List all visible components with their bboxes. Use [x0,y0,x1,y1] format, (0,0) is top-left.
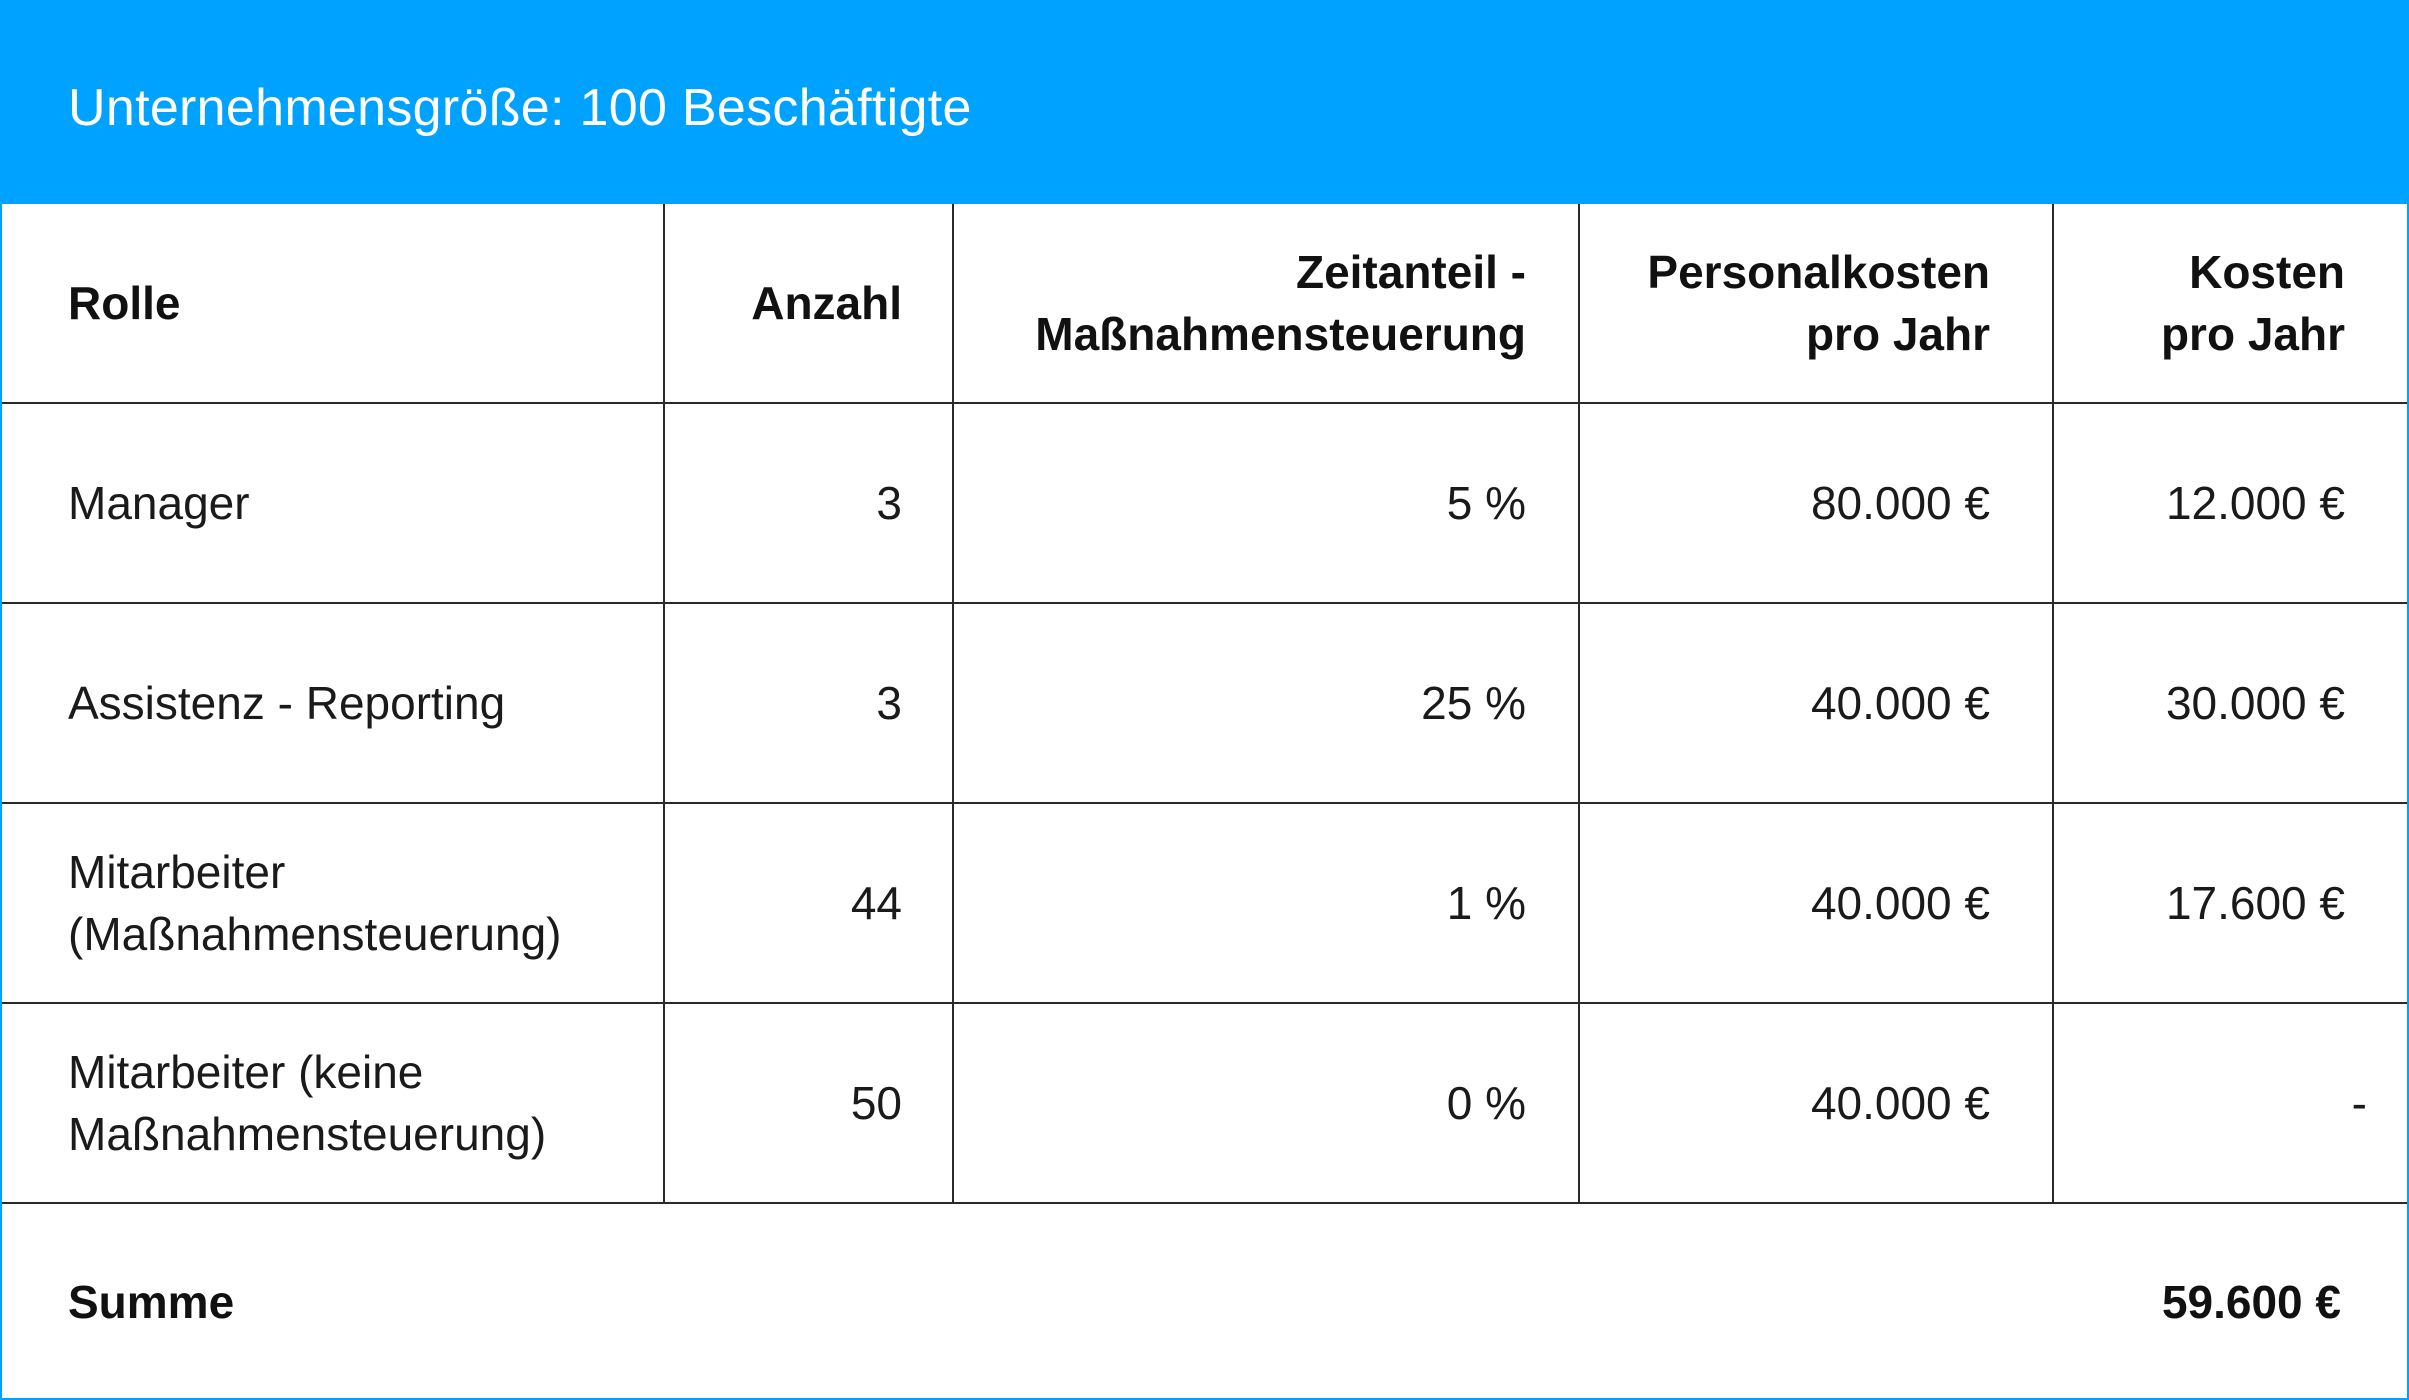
cell-rolle: Assistenz - Reporting [2,602,665,804]
cell-personalkosten: 40.000 € [1578,1002,2054,1204]
title-bar: Unternehmensgröße: 100 Beschäftigte [2,2,2407,204]
column-header-personalkosten-line-2: pro Jahr [1805,308,1990,360]
column-header-zeitanteil-line-2: Maßnahmensteuerung [1035,308,1526,360]
column-header-anzahl-line: Anzahl [751,277,902,329]
table-title: Unternehmensgröße: 100 Beschäftigte [68,79,972,137]
cell-rolle-line-2: Maßnahmensteuerung) [68,1108,547,1160]
cell-rolle-line-2: (Maßnahmensteuerung) [68,908,562,960]
cell-anzahl: 3 [663,602,954,804]
column-header-kosten-line-2: pro Jahr [2160,308,2345,360]
cell-personalkosten: 40.000 € [1578,602,2054,804]
cell-anzahl: 44 [663,802,954,1004]
table-row: Mitarbeiter (keine Maßnahmensteuerung) 5… [2,1002,2407,1204]
cell-kosten: - [2052,1002,2407,1204]
column-header-kosten-line-1: Kosten [2189,246,2345,298]
table-row: Manager 3 5 % 80.000 € 12.000 € [2,402,2407,604]
cell-anzahl: 50 [663,1002,954,1204]
cell-kosten: 30.000 € [2052,602,2407,804]
cost-table: Rolle Anzahl Zeitanteil - Maßnahmensteue… [2,204,2407,1400]
cell-rolle-line-1: Mitarbeiter [68,846,286,898]
column-header-zeitanteil: Zeitanteil - Maßnahmensteuerung [952,204,1580,404]
cell-personalkosten: 40.000 € [1578,802,2054,1004]
summary-row: Summe 59.600 € [2,1202,2407,1400]
cell-zeitanteil: 1 % [952,802,1580,1004]
column-header-anzahl: Anzahl [663,204,954,404]
table-row: Mitarbeiter (Maßnahmensteuerung) 44 1 % … [2,802,2407,1004]
column-header-personalkosten: Personalkosten pro Jahr [1578,204,2054,404]
cell-anzahl: 3 [663,402,954,604]
cell-zeitanteil: 0 % [952,1002,1580,1204]
column-header-rolle-line: Rolle [68,277,181,329]
table-row: Assistenz - Reporting 3 25 % 40.000 € 30… [2,602,2407,804]
column-header-rolle: Rolle [2,204,665,404]
cell-rolle: Mitarbeiter (Maßnahmensteuerung) [2,802,665,1004]
column-header-kosten: Kosten pro Jahr [2052,204,2407,404]
cell-rolle: Mitarbeiter (keine Maßnahmensteuerung) [2,1002,665,1204]
cell-kosten: 17.600 € [2052,802,2407,1004]
table-header-row: Rolle Anzahl Zeitanteil - Maßnahmensteue… [2,204,2407,404]
summary-label: Summe [2,1202,2053,1400]
cell-rolle: Manager [2,402,665,604]
column-header-personalkosten-line-1: Personalkosten [1647,246,1990,298]
cell-zeitanteil: 5 % [952,402,1580,604]
cell-zeitanteil: 25 % [952,602,1580,804]
cell-rolle-line: Assistenz - Reporting [68,677,506,729]
cell-personalkosten: 80.000 € [1578,402,2054,604]
cell-rolle-line-1: Mitarbeiter (keine [68,1046,424,1098]
summary-value: 59.600 € [2053,1202,2407,1400]
cell-kosten: 12.000 € [2052,402,2407,604]
column-header-zeitanteil-line-1: Zeitanteil - [1295,246,1526,298]
cell-rolle-line: Manager [68,477,250,529]
